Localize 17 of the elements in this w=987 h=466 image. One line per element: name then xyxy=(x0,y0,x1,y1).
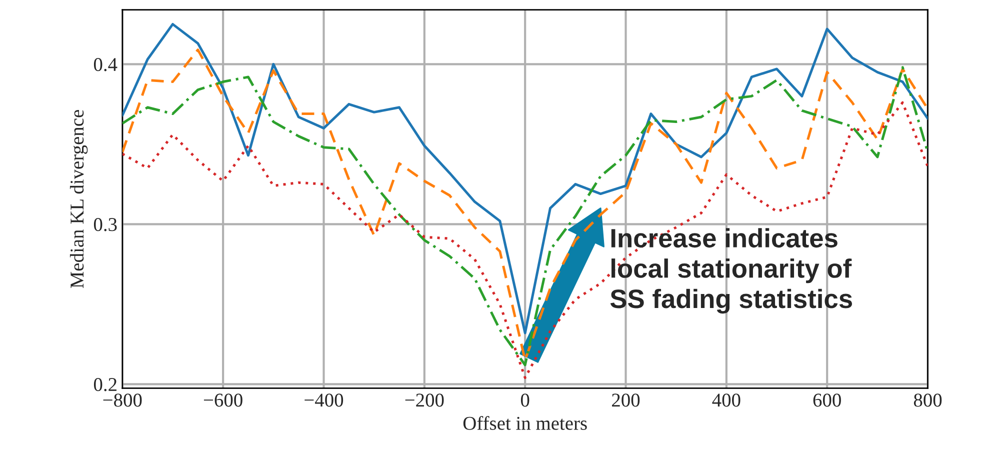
annotation: Increase indicates local stationarity of SS fading statistics xyxy=(610,228,852,314)
x-tick-label: 800 xyxy=(914,394,942,407)
x-tick-label: 0 xyxy=(520,394,530,407)
x-tick-label: −200 xyxy=(405,394,444,407)
line-series xyxy=(122,101,928,380)
x-tick-label: 400 xyxy=(712,394,740,407)
x-tick-label: −400 xyxy=(304,394,344,407)
x-tick-label: 600 xyxy=(813,394,841,407)
y-tick-label: 0.3 xyxy=(94,218,117,232)
y-tick-label: 0.4 xyxy=(94,58,118,72)
x-tick-label: −600 xyxy=(204,394,242,407)
x-axis-title: Offset in meters xyxy=(463,416,587,430)
y-tick-label: 0.2 xyxy=(94,378,116,392)
x-tick-label: −800 xyxy=(103,394,142,407)
x-tick-label: 200 xyxy=(612,394,640,407)
y-axis-title: Median KL divergence xyxy=(70,110,88,288)
line-series xyxy=(122,22,928,334)
